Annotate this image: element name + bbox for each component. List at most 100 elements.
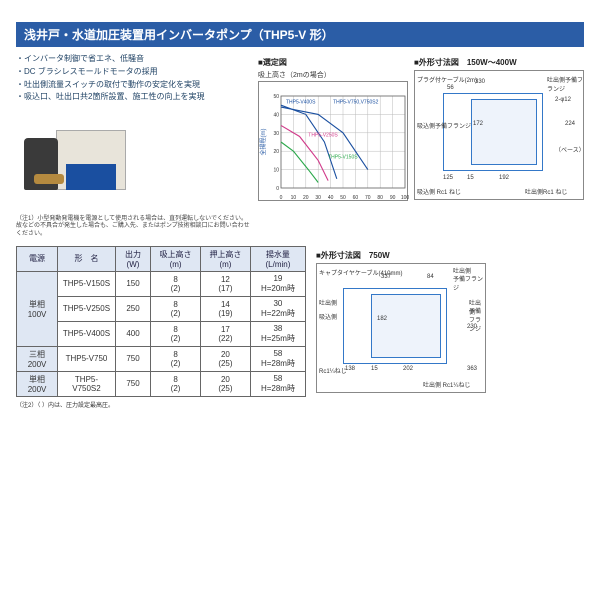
cell-suction: 8(2) bbox=[151, 271, 201, 296]
table-row: THP5-V250S2508(2)14(19)30H=22m時 bbox=[17, 296, 306, 321]
cell-power: 三相200V bbox=[17, 346, 58, 371]
svg-text:20: 20 bbox=[303, 195, 309, 201]
mid-column: ■選定図 吸上高さ（2mの場合） 01020304050607080901000… bbox=[258, 53, 408, 238]
dim750-363: 363 bbox=[467, 366, 477, 372]
bullet-item: インバータ制御で省エネ、低騒音 bbox=[16, 53, 252, 66]
dimension-drawing-750w: キャプタイヤケーブル(410mm) 337 84 吐出側 予備フランジ 吐出側 … bbox=[316, 263, 486, 393]
svg-text:THP5-V750,V750S2: THP5-V750,V750S2 bbox=[333, 99, 379, 105]
dim750-body bbox=[371, 294, 441, 358]
svg-text:10: 10 bbox=[273, 168, 279, 174]
svg-text:90: 90 bbox=[390, 195, 396, 201]
dim750-heading: ■外形寸法図 750W bbox=[316, 250, 486, 261]
right-column: ■外形寸法図 150W～400W プラグ付ケーブル(2m) 330 56 吐出側… bbox=[414, 53, 584, 238]
dim750-15: 15 bbox=[371, 366, 378, 372]
svg-text:THP5-V400S: THP5-V400S bbox=[286, 99, 316, 105]
svg-text:40: 40 bbox=[273, 112, 279, 118]
selection-chart-heading: ■選定図 bbox=[258, 57, 408, 68]
dim150-body bbox=[471, 99, 537, 165]
dim150-heading: ■外形寸法図 150W～400W bbox=[414, 57, 584, 68]
dim150-172: 172 bbox=[473, 121, 483, 127]
cell-flow: 58H=28m時 bbox=[250, 371, 305, 396]
cell-suction: 8(2) bbox=[151, 346, 201, 371]
cell-push: 12(17) bbox=[200, 271, 250, 296]
dim150-suction-rc1: 吸込側 Rc1 ねじ bbox=[417, 187, 461, 196]
cell-model: THP5-V150S bbox=[58, 271, 116, 296]
table-footnote: （注2）（ ）内は、圧力設定最高圧。 bbox=[16, 400, 306, 409]
dim750-138: 138 bbox=[345, 366, 355, 372]
svg-text:全揚程(m): 全揚程(m) bbox=[259, 129, 267, 156]
spec-thead: 電源 形 名 出力(W) 吸上高さ(m) 押上高さ(m) 揚水量(L/min) bbox=[17, 246, 306, 271]
cell-flow: 19H=20m時 bbox=[250, 271, 305, 296]
svg-text:80: 80 bbox=[377, 195, 383, 201]
table-row: 単相100VTHP5-V150S1508(2)12(17)19H=20m時 bbox=[17, 271, 306, 296]
dim750-84: 84 bbox=[427, 274, 434, 280]
photo-footnote: （注1）小型発動発電機を電源として使用される場合は、直列運転しないでください。故… bbox=[16, 216, 252, 238]
svg-text:50: 50 bbox=[273, 94, 279, 100]
dim150-125: 125 bbox=[443, 175, 453, 181]
pump-pipe-shape bbox=[34, 174, 64, 184]
svg-text:0: 0 bbox=[276, 186, 279, 192]
dim150-15: 15 bbox=[467, 175, 474, 181]
svg-text:40: 40 bbox=[328, 195, 334, 201]
svg-text:70: 70 bbox=[365, 195, 371, 201]
cell-model: THP5-V250S bbox=[58, 296, 116, 321]
dim150-224: 224 bbox=[565, 121, 575, 127]
dim750-wrap: ■外形寸法図 750W キャプタイヤケーブル(410mm) 337 84 吐出側… bbox=[316, 246, 486, 409]
th-push: 押上高さ(m) bbox=[200, 246, 250, 271]
cell-flow: 30H=22m時 bbox=[250, 296, 305, 321]
svg-text:THP5-V150S: THP5-V150S bbox=[328, 155, 358, 161]
cell-push: 20(25) bbox=[200, 346, 250, 371]
cell-output: 400 bbox=[115, 321, 150, 346]
cell-model: THP5-V750 bbox=[58, 346, 116, 371]
svg-text:THP5-V250S: THP5-V250S bbox=[308, 132, 338, 138]
th-flow: 揚水量(L/min) bbox=[250, 246, 305, 271]
dim750-230: 230 bbox=[467, 324, 477, 330]
selection-chart: 010203040506070809010001020304050THP5-V4… bbox=[258, 81, 408, 201]
th-power: 電源 bbox=[17, 246, 58, 271]
dim750-182: 182 bbox=[377, 316, 387, 322]
pump-front-shape bbox=[66, 164, 116, 190]
svg-text:50: 50 bbox=[340, 195, 346, 201]
cell-output: 750 bbox=[115, 371, 150, 396]
cell-output: 250 bbox=[115, 296, 150, 321]
dim150-discharge-rc1: 吐出側Rc1 ねじ bbox=[525, 187, 567, 196]
dim150-discharge-flange: 吐出側予備フランジ bbox=[547, 75, 583, 93]
bullet-item: 吐出側流量スイッチの取付で動作の安定化を実現 bbox=[16, 79, 252, 92]
page-title: 浅井戸・水道加圧装置用インバータポンプ（THP5-V 形） bbox=[16, 22, 584, 47]
cell-power: 単相100V bbox=[17, 271, 58, 346]
cell-suction: 8(2) bbox=[151, 296, 201, 321]
th-output: 出力(W) bbox=[115, 246, 150, 271]
cell-model: THP5-V750S2 bbox=[58, 371, 116, 396]
svg-text:30: 30 bbox=[273, 131, 279, 137]
svg-text:20: 20 bbox=[273, 149, 279, 155]
svg-text:10: 10 bbox=[291, 195, 297, 201]
dimension-drawing-150w: プラグ付ケーブル(2m) 330 56 吐出側予備フランジ 吸込側予備フランジ … bbox=[414, 70, 584, 200]
cell-suction: 8(2) bbox=[151, 321, 201, 346]
dim150-base: （ベース） bbox=[555, 145, 583, 154]
product-photo bbox=[16, 110, 146, 210]
dim750-suction: 吸込側 bbox=[319, 312, 337, 321]
dim150-330: 330 bbox=[475, 79, 485, 85]
table-row: THP5-V400S4008(2)17(22)38H=25m時 bbox=[17, 321, 306, 346]
cell-flow: 58H=28m時 bbox=[250, 346, 305, 371]
svg-text:30: 30 bbox=[315, 195, 321, 201]
cell-output: 750 bbox=[115, 346, 150, 371]
bullet-item: 吸込口、吐出口共2箇所設置、施工性の向上を実現 bbox=[16, 91, 252, 104]
spec-table-wrap: 電源 形 名 出力(W) 吸上高さ(m) 押上高さ(m) 揚水量(L/min) … bbox=[16, 246, 306, 409]
dim150-2d12: 2-φ12 bbox=[555, 97, 571, 103]
dim150-192: 192 bbox=[499, 175, 509, 181]
svg-text:60: 60 bbox=[353, 195, 359, 201]
table-row: 単相200VTHP5-V750S27508(2)20(25)58H=28m時 bbox=[17, 371, 306, 396]
bullet-item: DC ブラシレスモールドモータの採用 bbox=[16, 66, 252, 79]
dim750-202: 202 bbox=[403, 366, 413, 372]
cell-flow: 38H=25m時 bbox=[250, 321, 305, 346]
left-column: インバータ制御で省エネ、低騒音 DC ブラシレスモールドモータの採用 吐出側流量… bbox=[16, 53, 252, 238]
svg-text:100: 100 bbox=[401, 195, 409, 201]
feature-bullets: インバータ制御で省エネ、低騒音 DC ブラシレスモールドモータの採用 吐出側流量… bbox=[16, 53, 252, 104]
dim750-flange1: 予備フランジ bbox=[453, 274, 485, 292]
cell-push: 14(19) bbox=[200, 296, 250, 321]
cell-push: 17(22) bbox=[200, 321, 250, 346]
th-model: 形 名 bbox=[58, 246, 116, 271]
cell-power: 単相200V bbox=[17, 371, 58, 396]
chart-svg: 010203040506070809010001020304050THP5-V4… bbox=[259, 82, 409, 202]
